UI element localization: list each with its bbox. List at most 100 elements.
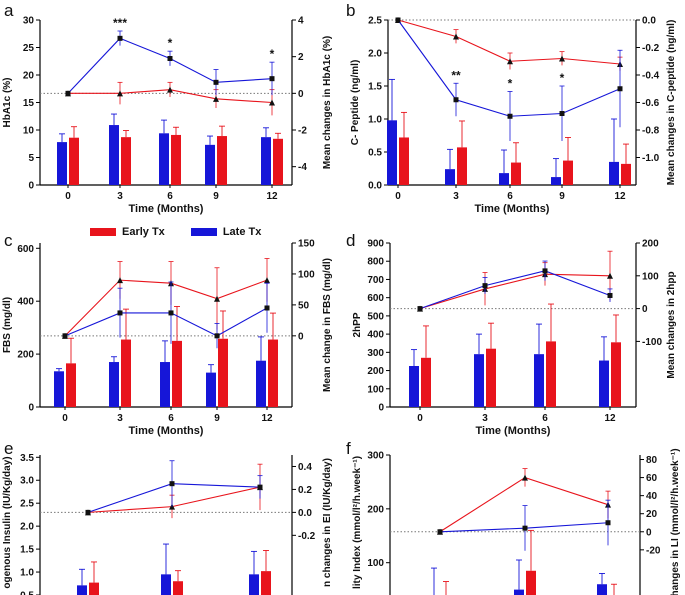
data-point-late (65, 90, 71, 96)
left-tick-label: 0 (28, 403, 34, 414)
data-point-early (522, 474, 528, 481)
left-tick-label: 1.5 (20, 545, 34, 556)
bar-early (69, 137, 79, 185)
left-tick-label: 500 (367, 311, 384, 322)
right-tick-label: 0 (298, 89, 304, 100)
series-line-early (439, 476, 609, 533)
bar-late (205, 144, 215, 185)
series-line-early (397, 19, 621, 65)
bar-late (599, 360, 609, 407)
significance-marker: * (168, 36, 173, 50)
legend: Early Tx Late Tx (90, 226, 261, 238)
bar-early (526, 570, 536, 595)
right-tick-label: 2 (298, 52, 304, 63)
right-tick-label: 80 (646, 455, 658, 466)
y-axis-left-title: ogenous Insulin (IU/Kg/day) (2, 456, 13, 588)
bar-late (159, 133, 169, 185)
left-tick-label: 200 (367, 366, 384, 377)
bar-late (534, 354, 544, 407)
right-tick-label: -0.8 (642, 126, 660, 137)
right-tick-label: 0.4 (298, 462, 312, 473)
bar-early (621, 163, 631, 185)
right-tick-label: 60 (646, 473, 658, 484)
data-point-late (213, 79, 219, 85)
x-tick-label: 0 (417, 413, 423, 424)
data-point-early (117, 90, 123, 97)
bar-early (421, 357, 431, 407)
data-point-early (167, 86, 173, 93)
legend-late-label: Late Tx (222, 226, 262, 238)
data-point-late (417, 306, 423, 312)
series-line-late (64, 307, 268, 337)
x-tick-label: 0 (395, 191, 401, 202)
y-axis-right-title: Mean changes in HbA1c (%) (322, 36, 333, 169)
bar-early (171, 134, 181, 185)
data-point-late (542, 268, 548, 274)
x-tick-label: 6 (167, 191, 173, 202)
legend-early-swatch (90, 228, 116, 236)
data-point-late (117, 35, 123, 41)
x-tick-label: 6 (542, 413, 548, 424)
bar-early (121, 339, 131, 407)
right-tick-label: 200 (642, 239, 659, 250)
bar-late (77, 585, 87, 595)
y-axis-left-title: 2hPP (352, 312, 363, 337)
data-point-late (169, 481, 175, 487)
left-tick-label: 3.5 (20, 453, 34, 464)
panel-e: e 0.5 1.0 1.5 2.0 2.5 3.0 3.5 -0.2 0.0 0.2 0.4 ogeno… (2, 439, 333, 595)
data-point-late (85, 509, 91, 515)
data-point-late (269, 76, 275, 82)
bar-late (445, 169, 455, 185)
bar-early (172, 340, 182, 407)
right-tick-label: 100 (298, 269, 315, 280)
left-tick-label: 200 (17, 350, 34, 361)
x-axis-title: Time (Months) (129, 203, 204, 215)
x-tick-label: 12 (614, 191, 626, 202)
bar-early (173, 581, 183, 595)
right-tick-label: 0.2 (298, 485, 312, 496)
bar-early (89, 582, 99, 595)
y-axis-left-title: C- Peptide (ng/ml) (350, 60, 361, 146)
data-point-late (507, 113, 513, 119)
left-tick-label: 10 (23, 126, 35, 137)
bar-late (409, 366, 419, 407)
data-point-late (168, 310, 174, 316)
significance-marker: * (508, 77, 513, 91)
right-tick-label: -100 (642, 337, 662, 348)
right-tick-label: 4 (298, 16, 304, 27)
left-tick-label: 3.0 (20, 476, 34, 487)
bar-early (261, 571, 271, 595)
bar-late (551, 177, 561, 185)
data-point-late (395, 17, 401, 23)
x-tick-label: 3 (453, 191, 459, 202)
right-tick-label: 0 (298, 331, 304, 342)
series-line-early (64, 279, 268, 337)
panel-letter: c (4, 231, 13, 250)
bar-late (474, 354, 484, 407)
bar-early (121, 137, 131, 185)
right-tick-label: -0.4 (642, 71, 660, 82)
data-point-late (482, 283, 488, 289)
right-tick-label: -1.0 (642, 153, 660, 164)
bar-early (457, 147, 467, 185)
right-tick-label: -0.6 (642, 98, 660, 109)
right-tick-label: -4 (298, 162, 307, 173)
bar-early (511, 162, 521, 185)
x-tick-label: 0 (65, 191, 71, 202)
bar-late (161, 574, 171, 595)
left-tick-label: 0 (378, 403, 384, 414)
x-tick-label: 6 (168, 413, 174, 424)
data-point-early (214, 295, 220, 302)
legend-late-swatch (190, 228, 217, 236)
bar-early (563, 160, 573, 185)
left-tick-label: 25 (23, 43, 35, 54)
bar-early (273, 138, 283, 185)
left-tick-label: 0.5 (20, 591, 34, 595)
panel-letter: d (346, 231, 355, 250)
x-axis-title: Time (Months) (476, 425, 551, 437)
left-tick-label: 2.0 (368, 49, 382, 60)
right-tick-label: 100 (642, 271, 659, 282)
bar-late (609, 161, 619, 185)
right-tick-label: -0.2 (642, 43, 660, 54)
